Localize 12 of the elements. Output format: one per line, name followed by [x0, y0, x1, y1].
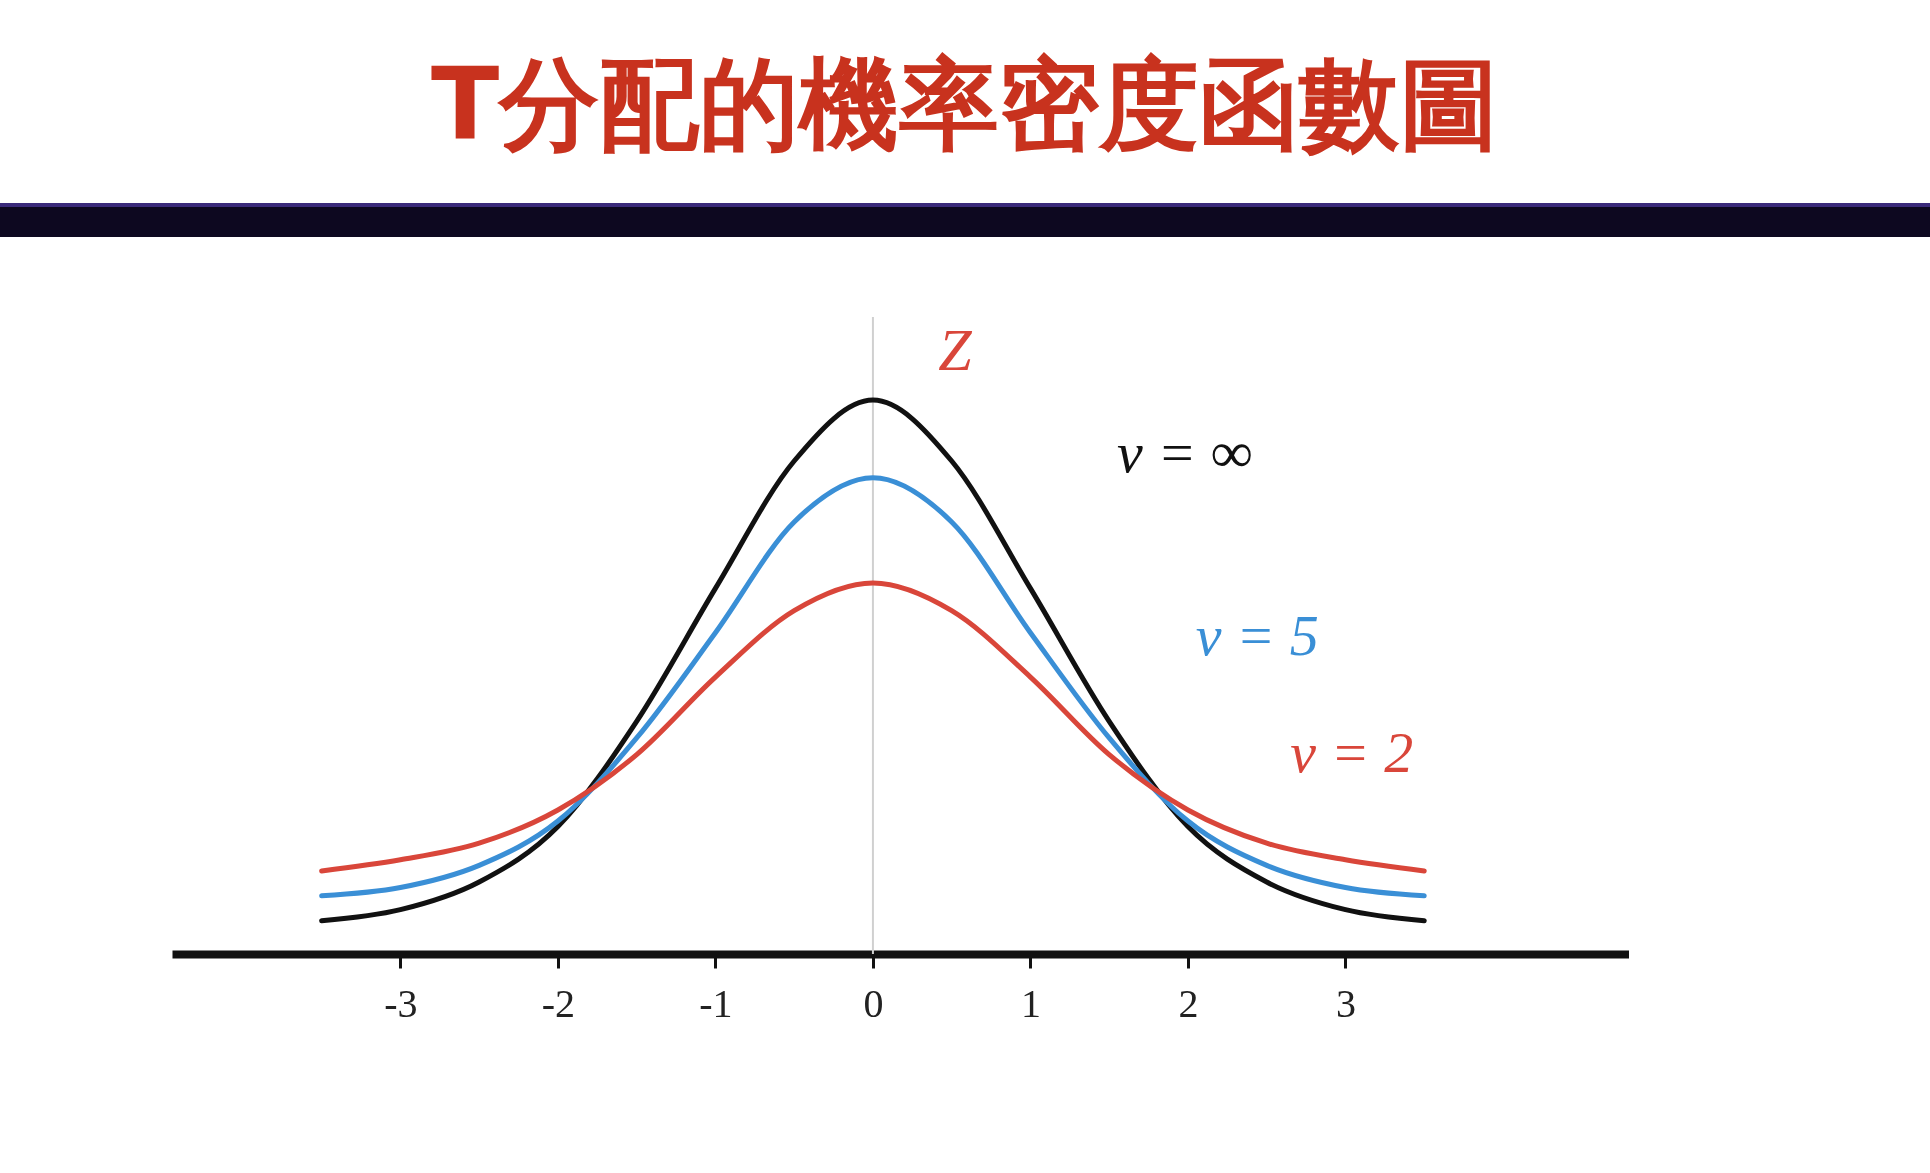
- x-tick-label: 2: [1178, 980, 1199, 1026]
- x-tick-label: -3: [384, 980, 418, 1026]
- text: Z: [938, 317, 973, 384]
- x-tick-label: -2: [541, 980, 576, 1026]
- x-tick-label: -1: [699, 980, 733, 1026]
- x-tick-label: 3: [1335, 980, 1356, 1026]
- text: ν = ∞: [1117, 420, 1253, 486]
- series-label: ν = 2: [1290, 719, 1414, 785]
- x-tick-label: 0: [863, 980, 884, 1026]
- series-label: ν = 5: [1195, 603, 1319, 669]
- x-tick-label: 1: [1020, 980, 1041, 1026]
- chart-title: T分配的機率密度函數圖: [429, 45, 1501, 165]
